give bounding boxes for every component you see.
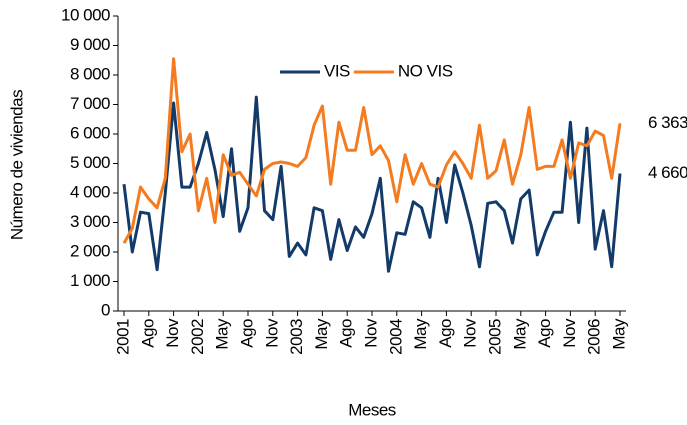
x-axis-title: Meses bbox=[348, 400, 396, 419]
x-tick-label: Ago bbox=[535, 319, 554, 348]
legend-label: NO VIS bbox=[398, 61, 453, 80]
x-tick-label: Ago bbox=[337, 319, 356, 348]
x-tick-label: 2006 bbox=[585, 319, 604, 355]
legend-label: VIS bbox=[324, 61, 350, 80]
x-tick-label: May bbox=[411, 318, 430, 350]
y-tick-label: 10 000 bbox=[61, 5, 110, 24]
x-tick-label: Ago bbox=[436, 319, 455, 348]
x-tick-label: Nov bbox=[361, 318, 380, 348]
end-label: 4 660 bbox=[648, 163, 687, 182]
y-tick-label: 3 000 bbox=[70, 212, 110, 231]
x-tick-label: Nov bbox=[262, 318, 281, 348]
y-tick-label: 9 000 bbox=[70, 35, 110, 54]
x-tick-label: Nov bbox=[461, 318, 480, 348]
x-tick-label: May bbox=[510, 318, 529, 350]
y-tick-label: 6 000 bbox=[70, 123, 110, 142]
x-tick-label: 2005 bbox=[485, 319, 504, 355]
y-tick-label: 7 000 bbox=[70, 94, 110, 113]
x-tick-label: 2001 bbox=[113, 319, 132, 355]
y-tick-label: 5 000 bbox=[70, 153, 110, 172]
end-label: 6 363 bbox=[648, 113, 687, 132]
x-tick-label: May bbox=[213, 318, 232, 350]
x-tick-label: 2003 bbox=[287, 319, 306, 355]
line-series bbox=[122, 57, 622, 244]
y-tick-label: 8 000 bbox=[70, 64, 110, 83]
x-tick-label: May bbox=[609, 318, 628, 350]
x-tick-label: 2002 bbox=[188, 319, 207, 355]
y-tick-label: 4 000 bbox=[70, 182, 110, 201]
x-tick-label: Ago bbox=[237, 319, 256, 348]
y-axis-title: Número de viviendas bbox=[7, 90, 26, 240]
y-tick-label: 0 bbox=[101, 300, 110, 319]
x-tick-label: Ago bbox=[138, 319, 157, 348]
x-tick-label: 2004 bbox=[386, 319, 405, 355]
x-tick-label: Nov bbox=[560, 318, 579, 348]
line-series bbox=[122, 95, 622, 273]
x-tick-label: May bbox=[312, 318, 331, 350]
y-tick-label: 1 000 bbox=[70, 271, 110, 290]
y-tick-label: 2 000 bbox=[70, 241, 110, 260]
x-tick-label: Nov bbox=[163, 318, 182, 348]
